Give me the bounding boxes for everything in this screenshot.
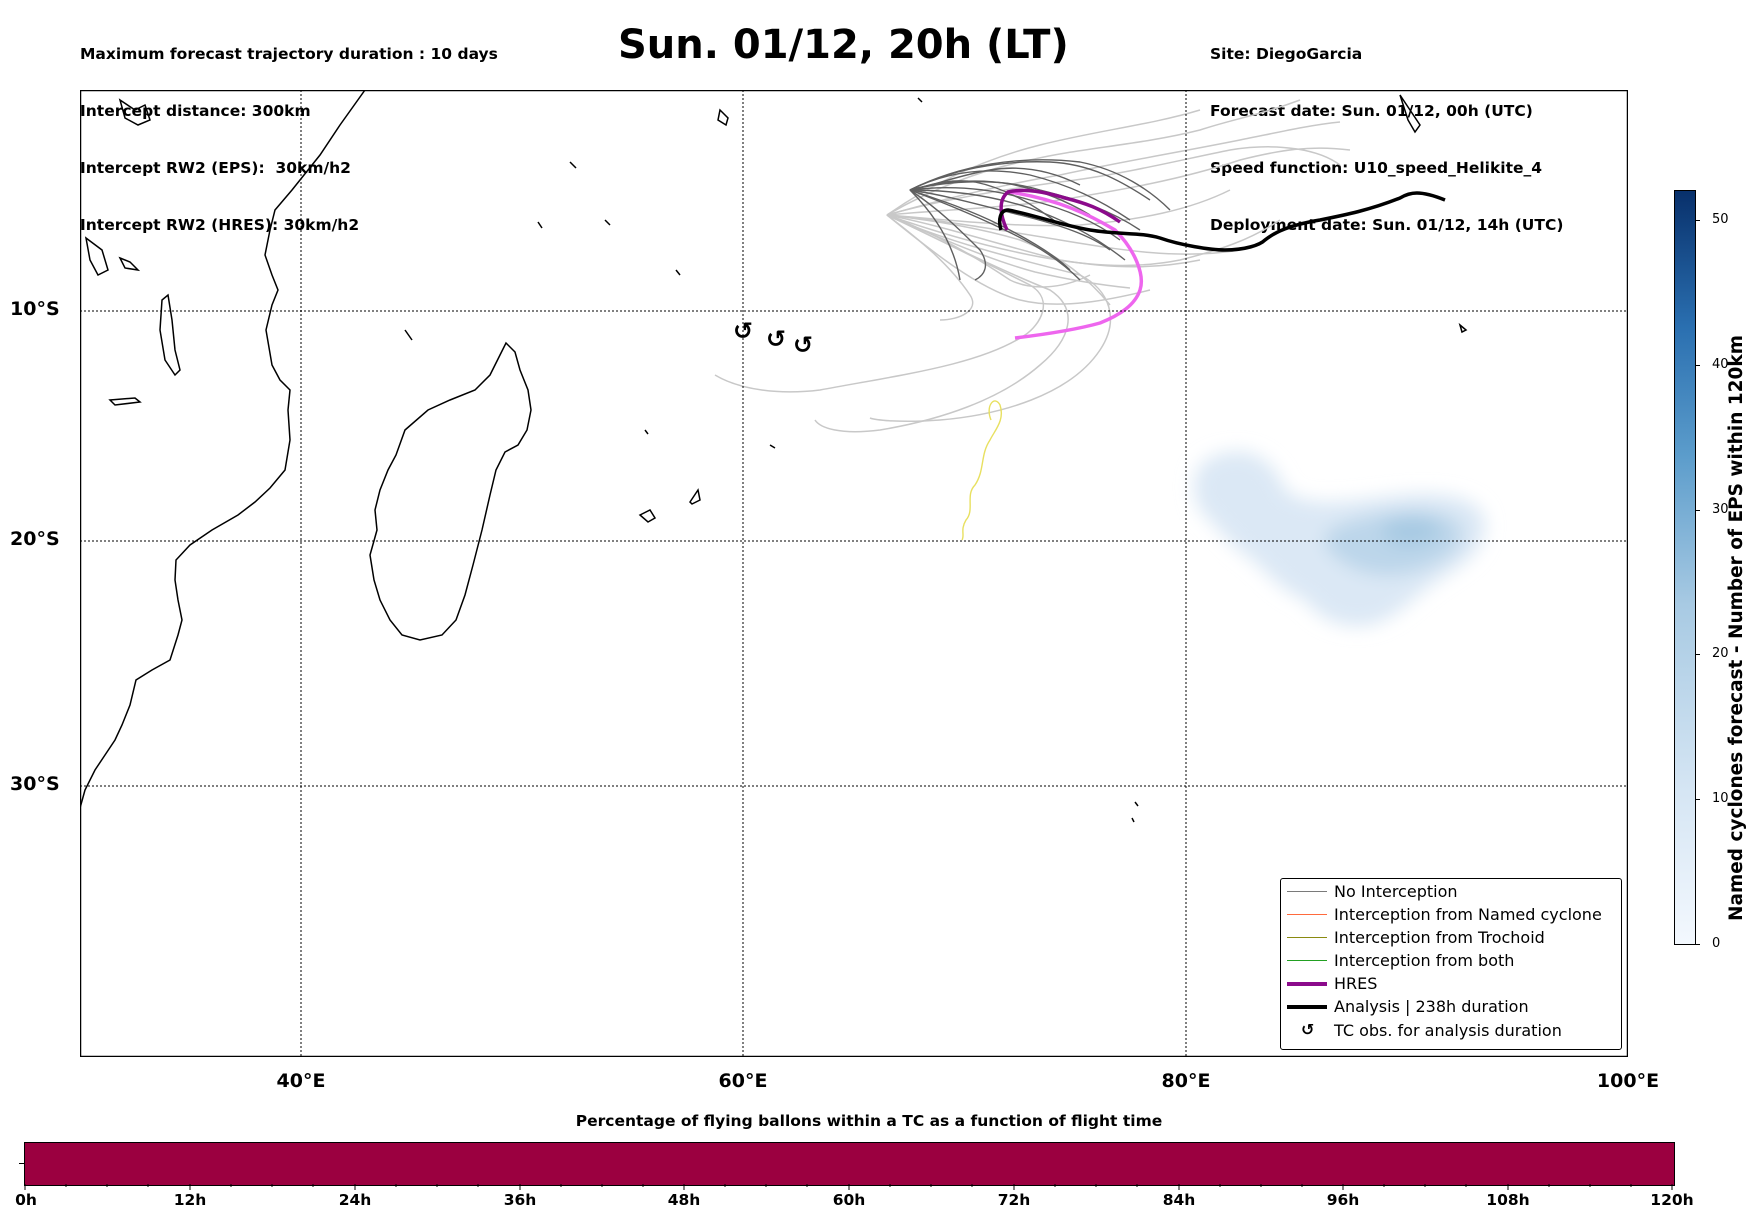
legend-item: Analysis | 238h duration [1281,996,1621,1018]
flight-time-tick: 96h [1326,1191,1360,1209]
flight-bar-title: Percentage of flying ballons within a TC… [575,1112,1163,1130]
tc-obs-marker: ↺ [793,331,813,359]
colorbar-tick: 50 [1712,212,1729,227]
legend-label: TC obs. for analysis duration [1334,1021,1562,1040]
eps-trajectories-light [714,99,1351,433]
legend-item: HRES [1281,973,1621,995]
lat-label: 10°S [10,298,60,320]
hres-track-light [1009,190,1143,340]
flight-time-tick: 36h [503,1191,537,1209]
analysis-track [997,191,1446,252]
header-line: Forecast date: Sun. 01/12, 00h (UTC) [1210,102,1533,120]
hres-track [999,188,1122,231]
colorbar [1674,190,1696,945]
header-right-info: Site: DiegoGarcia Forecast date: Sun. 01… [1210,7,1563,254]
legend-swatch [1287,914,1327,915]
flight-bar-ticks [24,1184,1673,1190]
header-line: Speed function: U10_speed_Helikite_4 [1210,159,1543,177]
colorbar-tick: 30 [1712,502,1729,517]
lon-label: 80°E [1161,1070,1211,1092]
header-line: Intercept RW2 (EPS): 30km/h2 [80,159,351,177]
tc-obs-markers: ↺ ↺ ↺ [733,317,813,359]
flight-time-tick: 0h [15,1191,37,1209]
tc-obs-marker: ↺ [766,325,786,353]
cyclone-density-area [1194,451,1486,627]
flight-bar-left-tick [19,1163,24,1164]
colorbar-tick: 0 [1712,936,1721,951]
lon-label: 60°E [718,1070,768,1092]
map-frame [80,90,1628,1057]
tc-legend-icon: ↺ [1301,1020,1315,1039]
flight-bar [24,1142,1675,1186]
colorbar-tick: 40 [1712,357,1729,372]
legend-label: No Interception [1334,882,1458,901]
flight-time-tick: 60h [832,1191,866,1209]
flight-time-tick: 84h [1162,1191,1196,1209]
legend-item: ↺ TC obs. for analysis duration [1281,1020,1621,1042]
lat-label: 30°S [10,773,60,795]
lon-label: 40°E [276,1070,326,1092]
legend-label: Interception from both [1334,951,1515,970]
flight-time-tick: 108h [1486,1191,1530,1209]
gridlines [80,90,1628,1057]
legend-label: Interception from Named cyclone [1334,905,1602,924]
chart-title: Sun. 01/12, 20h (LT) [618,22,1069,68]
flight-time-tick: 12h [173,1191,207,1209]
legend: No Interception Interception from Named … [1280,878,1622,1050]
legend-swatch [1287,1005,1327,1009]
lat-label: 20°S [10,528,60,550]
map-panel: ↺ ↺ ↺ [80,90,1628,1057]
legend-label: Analysis | 238h duration [1334,997,1529,1016]
legend-item: No Interception [1281,881,1621,903]
header-line: Deployment date: Sun. 01/12, 14h (UTC) [1210,216,1564,234]
header-line: Maximum forecast trajectory duration : 1… [80,45,498,63]
legend-label: HRES [1334,974,1378,993]
flight-time-tick: 72h [997,1191,1031,1209]
coastlines [80,90,1468,823]
legend-swatch [1287,960,1327,961]
lon-label: 100°E [1596,1070,1660,1092]
legend-swatch [1287,982,1327,986]
legend-item: Interception from Trochoid [1281,927,1621,949]
eps-trajectories-dark [909,159,1171,281]
flight-time-tick: 24h [338,1191,372,1209]
legend-swatch [1287,937,1327,938]
yellow-track [961,400,1002,541]
tc-obs-marker: ↺ [733,317,753,345]
legend-item: Interception from both [1281,950,1621,972]
flight-time-tick: 120h [1650,1191,1694,1209]
header-line: Intercept RW2 (HRES): 30km/h2 [80,216,360,234]
legend-label: Interception from Trochoid [1334,928,1545,947]
colorbar-tick: 20 [1712,646,1729,661]
header-line: Site: DiegoGarcia [1210,45,1363,63]
colorbar-title: Named cyclones forecast - Number of EPS … [1726,334,1747,922]
colorbar-tick: 10 [1712,791,1729,806]
flight-time-tick: 48h [667,1191,701,1209]
legend-swatch [1287,891,1327,892]
legend-item: Interception from Named cyclone [1281,904,1621,926]
